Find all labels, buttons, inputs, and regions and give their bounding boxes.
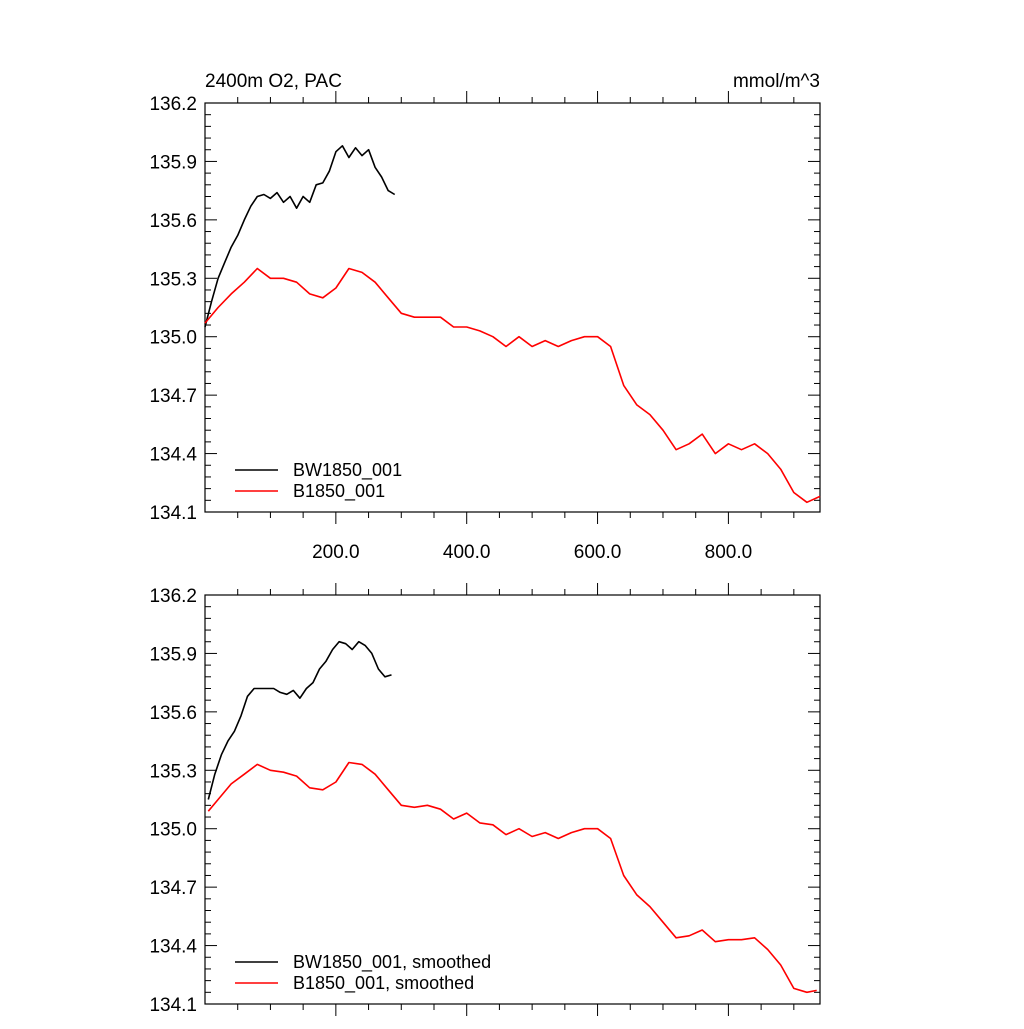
y-tick-label: 136.2 (149, 94, 197, 115)
y-tick-label: 134.1 (149, 995, 197, 1016)
y-tick-label: 134.4 (149, 445, 197, 466)
plot-title: 2400m O2, PAC (205, 71, 342, 92)
plot-frame (204, 102, 821, 513)
series-line-2 (207, 761, 817, 994)
y-tick-label: 134.7 (149, 386, 197, 407)
chart-panel-top: 134.1 134.4 134.7 135.0 135.3 135.6 135.9 136.2… (149, 91, 821, 563)
y-tick-label: 136.2 (149, 586, 197, 607)
plot-frame (204, 594, 821, 1005)
series-line-2 (204, 267, 821, 504)
chart-panel-bottom: 134.1 134.4 134.7 135.0 135.3 135.6 135.9 136.2… (149, 583, 821, 1016)
x-tick-label: 800.0 (705, 542, 753, 563)
x-tick-label: 400.0 (443, 542, 491, 563)
legend-label: B1850_001 (293, 481, 385, 502)
x-tick-label: 200.0 (312, 542, 360, 563)
legend-label: BW1850_001 (293, 460, 402, 481)
series-line-1 (207, 640, 392, 800)
units-label: mmol/m^3 (733, 71, 820, 92)
y-tick-label: 135.3 (149, 761, 197, 782)
y-tick-label: 135.9 (149, 644, 197, 665)
x-tick-label: 600.0 (574, 542, 622, 563)
y-tick-label: 134.4 (149, 937, 197, 958)
legend-label: BW1850_001, smoothed (293, 952, 491, 973)
y-tick-label: 135.6 (149, 703, 197, 724)
y-tick-label: 135.6 (149, 211, 197, 232)
y-tick-label: 134.7 (149, 878, 197, 899)
legend-label: B1850_001, smoothed (293, 973, 474, 994)
series-line-1 (204, 145, 396, 328)
y-tick-label: 135.3 (149, 269, 197, 290)
y-tick-label: 135.9 (149, 152, 197, 173)
y-tick-label: 135.0 (149, 820, 197, 841)
y-tick-label: 134.1 (149, 503, 197, 524)
y-tick-label: 135.0 (149, 328, 197, 349)
